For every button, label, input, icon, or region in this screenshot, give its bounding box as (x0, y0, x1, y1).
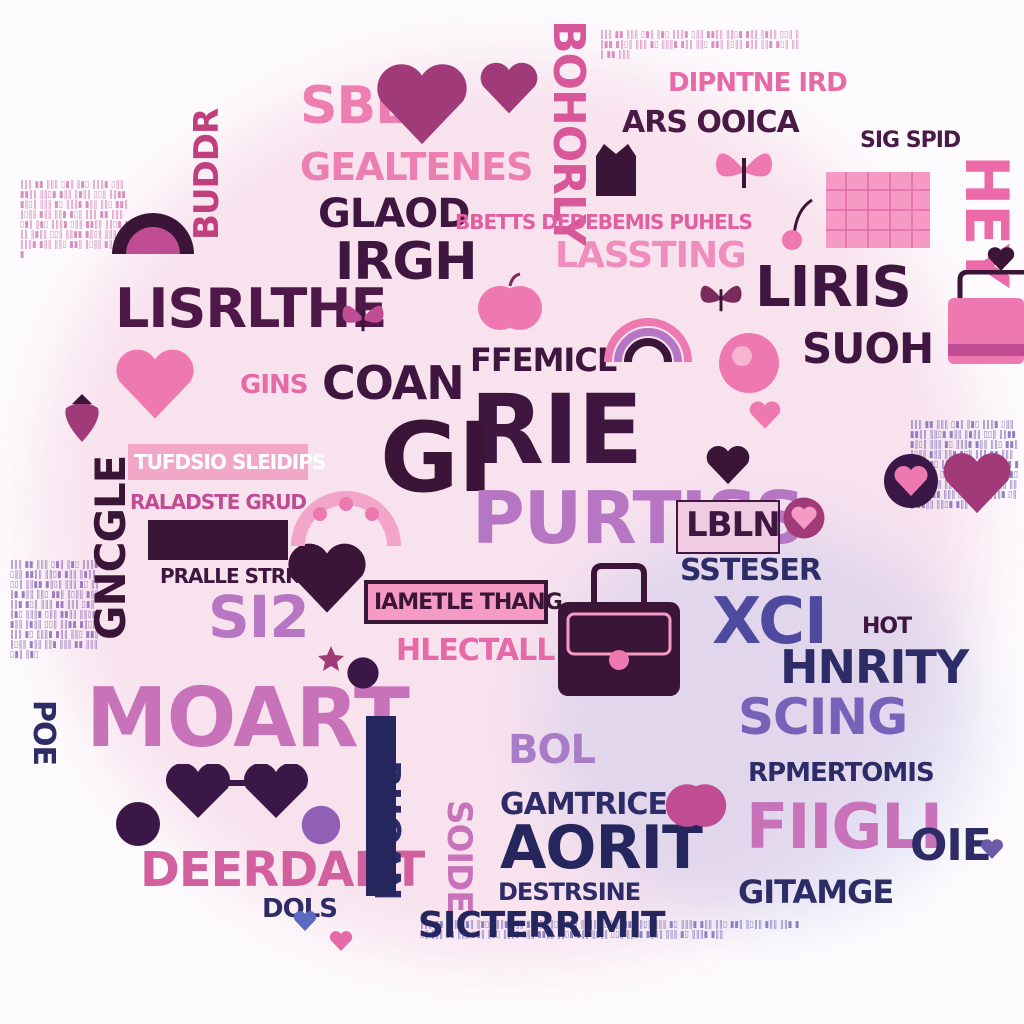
collage-word: FFEMICL (470, 341, 617, 379)
filler-text-block: ‖‖‖ ▮▮ ‖‖‖ ▯▮‖ ‖▮▯ ‖‖‖▮ ▯‖‖ ▮▮‖‖ ‖‖▯▮ ▮‖… (600, 30, 800, 60)
strawberry-icon (60, 390, 104, 444)
collage-word: SOIDE (439, 800, 479, 913)
butterfly-icon (338, 296, 388, 340)
star-icon (316, 644, 346, 674)
collage-word: RIE (470, 374, 643, 486)
cherry-icon (776, 196, 824, 252)
heart-icon (980, 838, 1004, 860)
heart-icon (940, 450, 1014, 516)
collage-word: HNRITY (780, 640, 969, 694)
dots-icon (346, 656, 380, 690)
heart-sunglasses-icon (162, 764, 312, 822)
apple-icon (660, 770, 732, 834)
collage-word: SSTESER (680, 553, 822, 588)
heart-icon (986, 246, 1016, 272)
dark-bar (366, 716, 396, 896)
collage-word: XCI (712, 585, 828, 659)
rainbow-icon (600, 308, 696, 364)
collage-word: MOART (86, 671, 410, 766)
collage-word: AORIT (500, 813, 703, 883)
heart-icon (748, 400, 782, 430)
collage-word: OIE (910, 820, 992, 871)
collage-word: GITAMGE (738, 873, 894, 911)
heart-icon (284, 540, 370, 616)
collage-word: IAMETLE THANG (374, 590, 563, 615)
grid-board-icon (824, 170, 932, 250)
collage-word: DIPNTNE IRD (668, 68, 848, 98)
heart-icon (882, 452, 940, 510)
collage-word: GEALTENES (300, 145, 533, 189)
heart-icon (328, 930, 354, 952)
collage-word: RALADSTE GRUD (130, 490, 307, 514)
sun-icon (108, 208, 198, 256)
collage-word: LASSTING (555, 235, 747, 276)
apple-icon (474, 268, 546, 340)
handbag-icon (590, 142, 642, 198)
collage-word: BOL (508, 727, 596, 773)
collage-word: TUFDSIO SLEIDIPS (134, 450, 326, 474)
label-band (128, 444, 308, 480)
label-band (676, 500, 780, 554)
flower-wreath-icon (290, 490, 402, 550)
collage-word: COAN (322, 356, 465, 410)
collage-word: RPMERTOMIS (748, 758, 935, 788)
collage-word: HLECTALL (396, 633, 555, 668)
dark-bar (148, 520, 288, 560)
collage-word: LIRIS (755, 255, 912, 320)
collage-word: GAMTRICE (500, 787, 668, 822)
collage-word: GI (380, 402, 494, 514)
heart-icon (478, 60, 540, 116)
heart-icon (372, 60, 472, 148)
collage-word: SICTERRIMIT (418, 905, 666, 946)
collage-word: SUOH (802, 324, 934, 373)
collage-word: LISRLTHE (115, 277, 387, 340)
handbag-icon (552, 560, 686, 700)
collage-word: HOT (862, 614, 912, 639)
filler-text-block: ‖‖‖ ▮▮ ‖‖‖ ▯▮‖ ‖▮▯ ‖‖‖▮ ▯‖‖ ▮▮‖‖ ‖‖▯▮ ▮‖… (20, 180, 129, 260)
filler-text-block: ‖‖‖ ▮▮ ‖‖‖ ▯▮‖ ‖▮▯ ‖‖‖▮ ▯‖‖ ▮▮‖‖ ‖‖▯▮ ▮‖… (420, 920, 800, 940)
butterfly-icon (696, 276, 746, 320)
collage-word: IRGH (335, 232, 478, 292)
collage-word: GNCGLE (86, 455, 135, 640)
collage-word: FIIGLI (746, 790, 943, 863)
dots-icon (114, 800, 162, 848)
heart-icon (782, 496, 826, 540)
collage-word: POE (26, 700, 61, 765)
collage-word: GLAOD (318, 191, 470, 237)
collage-word: SI2 (208, 583, 310, 651)
heart-icon (704, 444, 752, 486)
collage-word: SIG SPID (860, 128, 961, 153)
dots-icon (300, 804, 342, 846)
collage-word: BBETTS DFDEBEMIS PUHELS (455, 210, 753, 234)
background-wash (540, 520, 980, 920)
collage-word: ARS OOICA (622, 105, 800, 140)
heart-icon (112, 346, 198, 422)
collage-word: PRALLE STRK (160, 564, 301, 588)
label-band (368, 584, 544, 620)
collage-word: DESTRSINE (498, 878, 641, 906)
collage-word: GINS (240, 370, 308, 400)
collage-word: SCING (738, 688, 908, 746)
collage-word: LBLN (686, 505, 781, 545)
heart-icon (292, 910, 318, 932)
handbag-icon (944, 270, 1024, 366)
sun-icon (704, 318, 794, 408)
filler-text-block: ‖‖‖ ▮▮ ‖‖‖ ▯▮‖ ‖▮▯ ‖‖‖▮ ▯‖‖ ▮▮‖‖ ‖‖▯▮ ▮‖… (10, 560, 99, 660)
butterfly-icon (712, 140, 776, 200)
